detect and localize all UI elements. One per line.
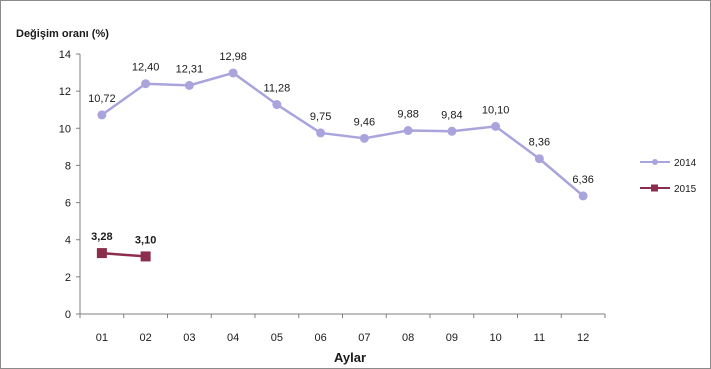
data-point-2015 (140, 251, 151, 262)
x-tick-label: 04 (227, 332, 239, 344)
chart-axes (76, 53, 606, 318)
data-point-2014 (228, 68, 238, 78)
data-point-2014 (491, 121, 501, 131)
x-tick-label: 09 (446, 332, 458, 344)
legend-label-2014: 2014 (674, 158, 697, 169)
y-tick-label: 12 (59, 86, 71, 98)
y-tick-label: 6 (65, 198, 71, 210)
data-label-2014: 12,31 (176, 63, 204, 75)
data-point-2014 (184, 80, 194, 90)
data-point-2014 (403, 126, 413, 136)
data-label-2014: 9,46 (354, 116, 375, 128)
x-tick-label: 01 (96, 332, 108, 344)
x-tick-label: 08 (402, 332, 414, 344)
data-label-2014: 12,98 (219, 51, 247, 63)
data-label-2014: 6,36 (572, 174, 593, 186)
data-point-2014 (359, 133, 369, 143)
y-tick-labels: 0 2 4 6 8 10 12 14 (59, 49, 71, 321)
data-point-2014 (141, 79, 151, 89)
y-tick-label: 0 (65, 309, 71, 321)
legend-marker-2014 (652, 159, 658, 165)
data-label-2014: 9,88 (397, 109, 418, 121)
legend-label-2015: 2015 (674, 184, 697, 195)
x-tick-label: 10 (490, 332, 502, 344)
data-label-2014: 9,84 (441, 109, 462, 121)
chart-series (96, 68, 588, 262)
series-line-2015 (101, 251, 146, 258)
x-tick-label: 02 (140, 332, 152, 344)
y-tick-label: 14 (59, 49, 71, 61)
legend-marker-2015 (651, 184, 658, 192)
data-label-2014: 9,75 (310, 111, 331, 123)
data-labels: 10,72 12,40 12,31 12,98 11,28 9,75 9,46 9,88 9,8… (88, 51, 594, 246)
data-point-2014 (272, 100, 282, 110)
data-label-2014: 10,10 (482, 104, 510, 116)
data-label-2015: 3,28 (91, 231, 112, 243)
x-tick-label: 05 (271, 332, 283, 344)
data-point-2014 (534, 154, 544, 164)
legend: 2014 2015 (640, 158, 697, 195)
x-tick-label: 11 (534, 332, 545, 344)
data-label-2014: 10,72 (88, 93, 116, 105)
data-point-2015 (96, 248, 107, 259)
x-axis-title: Aylar (334, 350, 366, 365)
y-tick-label: 4 (65, 235, 71, 247)
data-point-2014 (447, 126, 457, 136)
y-tick-label: 8 (65, 160, 71, 172)
y-axis-title: Değişim oranı (%) (16, 28, 109, 40)
x-tick-label: 03 (183, 332, 195, 344)
x-tick-label: 12 (577, 332, 589, 344)
x-tick-labels: 01 02 03 04 05 06 07 08 09 10 11 12 (96, 332, 590, 344)
x-tick-label: 06 (315, 332, 327, 344)
data-point-2014 (578, 191, 588, 201)
data-label-2015: 3,10 (135, 234, 156, 246)
y-tick-label: 2 (65, 272, 71, 284)
data-point-2014 (316, 128, 326, 138)
data-label-2014: 12,40 (132, 62, 160, 74)
y-tick-label: 10 (59, 123, 71, 135)
x-tick-label: 07 (358, 332, 370, 344)
series-line-2014 (101, 71, 584, 197)
data-point-2014 (97, 110, 107, 120)
data-label-2014: 8,36 (529, 137, 550, 149)
data-label-2014: 11,28 (264, 83, 291, 95)
